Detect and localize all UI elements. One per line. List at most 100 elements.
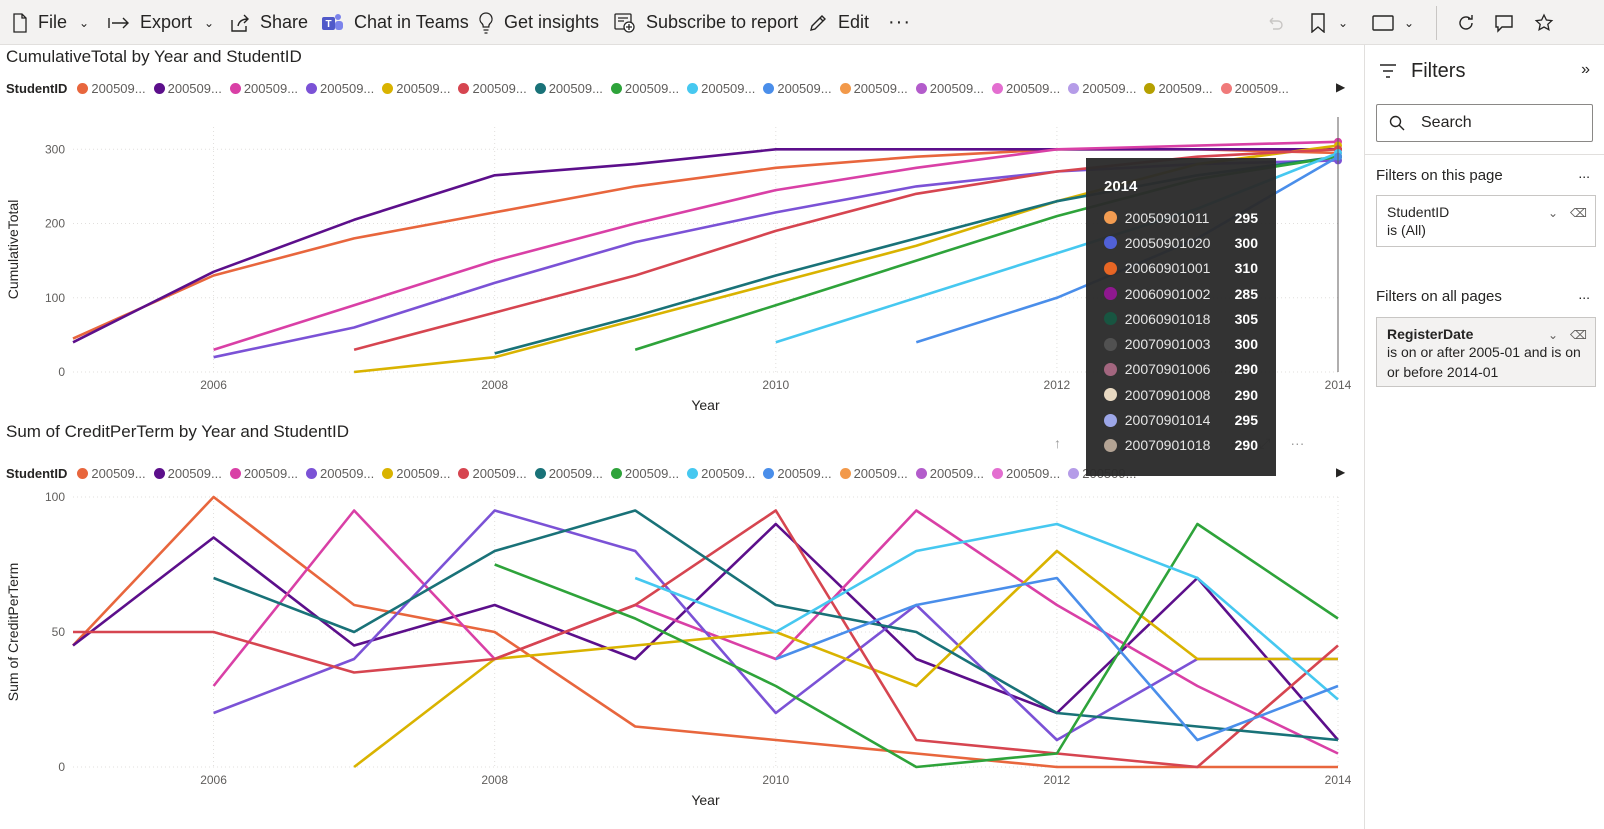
legend-item[interactable]: 200509... <box>687 466 755 481</box>
tooltip-value: 290 <box>1234 437 1258 454</box>
legend-label: 200509... <box>777 80 832 96</box>
y-axis-title: CumulativeTotal <box>5 200 21 300</box>
legend-item[interactable]: 200509... <box>77 81 146 96</box>
filter-name: StudentID <box>1387 204 1450 220</box>
bookmark-icon[interactable]: ⌄ <box>1310 0 1348 45</box>
legend-item[interactable]: 200509... <box>229 466 298 481</box>
tooltip-swatch <box>1104 236 1117 250</box>
legend-item[interactable]: 200509... <box>382 466 450 481</box>
legend-item[interactable]: 200509... <box>458 81 527 96</box>
legend-item[interactable]: 200509... <box>534 465 603 481</box>
legend-swatch <box>153 82 165 94</box>
filter-card-studentid[interactable]: StudentID is (All) ⌄ ⌫ <box>1376 195 1596 247</box>
tooltip-row: 20060901001 310 <box>1104 256 1258 281</box>
filters-search-input[interactable]: Search <box>1376 104 1593 142</box>
view-icon[interactable]: ⌄ <box>1372 0 1414 45</box>
more-options-button[interactable]: ··· <box>888 11 911 33</box>
legend-item[interactable]: 200509... <box>306 81 374 96</box>
drill-up-icon[interactable]: ↑ <box>1054 435 1061 451</box>
legend-item[interactable]: 200509... <box>992 466 1060 481</box>
tooltip-row: 20050901011 295 <box>1104 205 1258 230</box>
legend-item[interactable]: 200509... <box>382 81 450 96</box>
legend-item[interactable]: 200509... <box>763 80 832 96</box>
chevron-down-icon[interactable]: ⌄ <box>1547 328 1559 342</box>
legend-item[interactable]: 200509... <box>839 80 908 96</box>
eraser-icon[interactable]: ⌫ <box>1570 328 1587 342</box>
share-button[interactable]: Share <box>230 0 308 45</box>
legend-swatch <box>1068 467 1080 479</box>
x-tick-label: 2012 <box>1044 378 1071 392</box>
legend-item[interactable]: 200509... <box>610 81 679 96</box>
filter-card-registerdate[interactable]: RegisterDate is on or after 2005-01 and … <box>1376 317 1596 387</box>
legend-swatch <box>763 467 775 479</box>
legend-item[interactable]: 200509... <box>306 466 374 481</box>
tooltip-row: 20050901020 300 <box>1104 230 1258 255</box>
legend-item[interactable]: 200509... <box>763 466 832 481</box>
legend-label: 200509... <box>853 465 908 481</box>
x-axis-title: Year <box>691 792 720 808</box>
eraser-icon[interactable]: ⌫ <box>1570 206 1587 220</box>
x-axis-title: Year <box>691 397 720 413</box>
file-menu[interactable]: File ⌄ <box>12 0 89 45</box>
x-tick-label: 2012 <box>1044 773 1071 787</box>
y-tick-label: 0 <box>58 760 65 774</box>
legend-item[interactable]: 200509... <box>992 81 1060 96</box>
legend-item[interactable]: 200509... <box>1220 81 1289 96</box>
legend-next-arrow[interactable]: ▶ <box>1336 80 1346 94</box>
subscribe-button[interactable]: Subscribe to report <box>614 0 798 45</box>
legend-item[interactable]: 200509... <box>1144 81 1213 96</box>
legend-label: 200509... <box>548 80 603 96</box>
legend-label: 200509... <box>929 465 985 481</box>
legend-item[interactable]: 200509... <box>915 465 985 481</box>
legend-label: 200509... <box>929 80 985 96</box>
legend-item[interactable]: 200509... <box>229 81 298 96</box>
legend-next-arrow[interactable]: ▶ <box>1336 465 1346 479</box>
get-insights-button[interactable]: Get insights <box>478 0 599 45</box>
section-more-button[interactable]: ... <box>1578 165 1590 181</box>
chat-in-teams-button[interactable]: T Chat in Teams <box>322 0 469 45</box>
tooltip-row: 20060901018 305 <box>1104 306 1258 331</box>
filters-title: Filters <box>1411 60 1466 82</box>
legend-item[interactable]: 200509... <box>458 466 527 481</box>
legend-item[interactable]: 200509... <box>839 465 908 481</box>
section-more-button[interactable]: ... <box>1578 286 1590 302</box>
legend-item[interactable]: 200509... <box>153 81 222 96</box>
series-line <box>72 147 1338 344</box>
legend-label: 200509... <box>548 465 603 481</box>
tooltip-value: 310 <box>1234 260 1258 277</box>
legend-label: 200509... <box>701 465 756 481</box>
series-line <box>775 576 1339 742</box>
more-options-icon[interactable]: ··· <box>1290 435 1305 451</box>
tooltip-swatch <box>1104 362 1117 376</box>
edit-button[interactable]: Edit <box>808 0 869 45</box>
legend-swatch <box>306 467 318 479</box>
filters-divider <box>1365 154 1604 155</box>
legend-item[interactable]: 200509... <box>610 466 679 481</box>
tooltip-id: 20070901014 <box>1124 412 1211 429</box>
star-icon[interactable] <box>1534 0 1554 45</box>
tooltip-id: 20060901018 <box>1124 310 1211 327</box>
tooltip-value: 295 <box>1234 209 1258 226</box>
refresh-icon[interactable] <box>1456 0 1476 45</box>
y-tick-label: 100 <box>45 291 65 305</box>
search-placeholder: Search <box>1421 114 1472 131</box>
chevron-down-icon[interactable]: ⌄ <box>1547 206 1559 220</box>
legend-item[interactable]: 200509... <box>915 80 985 96</box>
legend-swatch <box>534 467 546 479</box>
legend-item[interactable]: 200509... <box>77 466 146 481</box>
collapse-pane-icon[interactable]: » <box>1581 61 1590 78</box>
legend-item[interactable]: 200509... <box>1068 81 1136 96</box>
legend-item[interactable]: 200509... <box>687 81 755 96</box>
y-tick-label: 50 <box>52 625 66 639</box>
export-label: Export <box>140 12 193 32</box>
chevron-down-icon: ⌄ <box>79 15 90 30</box>
legend-item[interactable]: 200509... <box>534 80 603 96</box>
comment-icon[interactable] <box>1494 0 1514 45</box>
chart2-plot[interactable]: 0 50 100 2006 2008 2010 2012 2014 Year Sum of Cre… <box>0 485 1364 815</box>
legend-item[interactable]: 200509... <box>153 466 222 481</box>
undo-icon[interactable] <box>1266 0 1284 45</box>
legend-label: 200509... <box>853 80 908 96</box>
tooltip-row: 20070901018 290 <box>1104 433 1258 458</box>
legend-label: 200509... <box>320 80 375 96</box>
export-menu[interactable]: Export ⌄ <box>108 0 214 45</box>
